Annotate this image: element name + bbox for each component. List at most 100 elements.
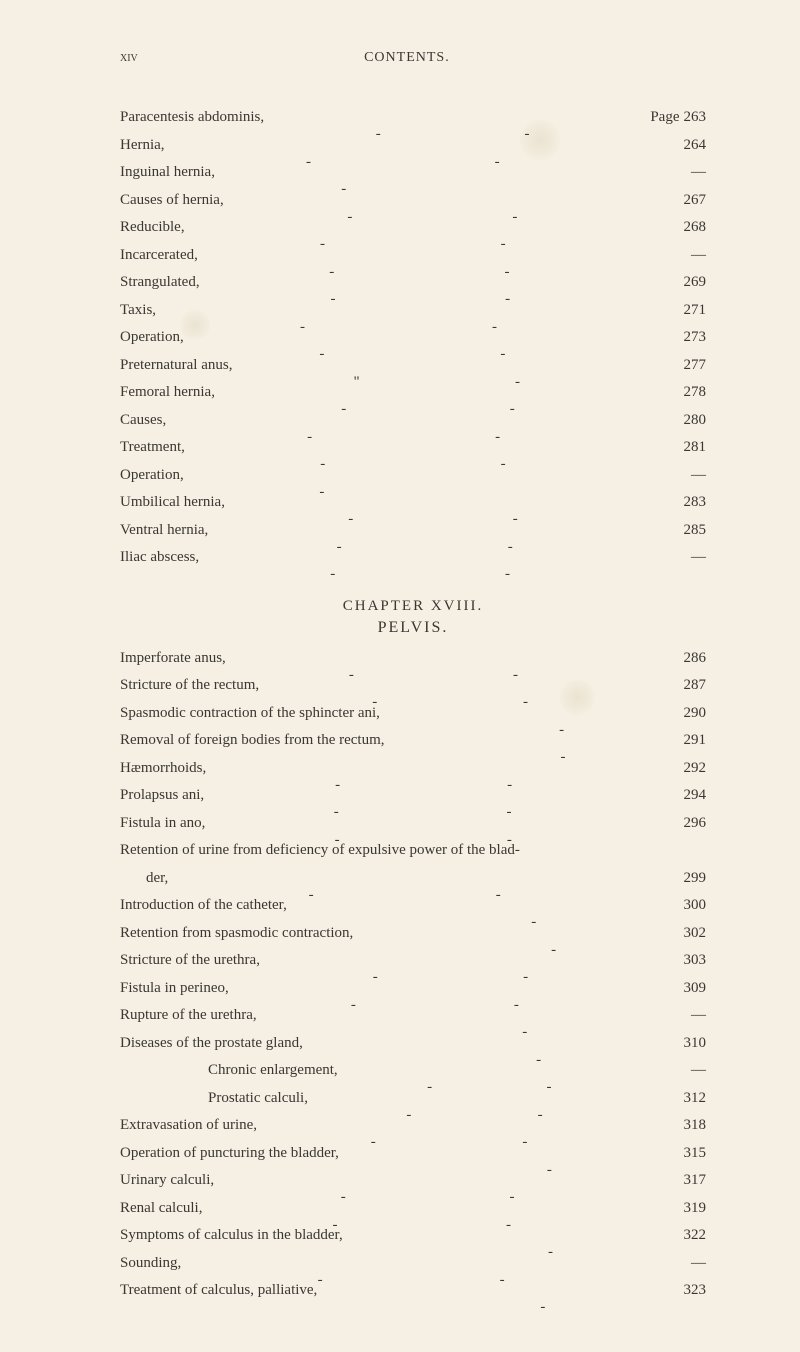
toc-label: Symptoms of calculus in the bladder, bbox=[120, 1222, 343, 1250]
page-prefix: Page bbox=[650, 109, 679, 125]
toc-label: Renal calculi, bbox=[120, 1195, 202, 1223]
dash-icon bbox=[501, 451, 506, 479]
dash-icon bbox=[318, 1267, 323, 1295]
toc-page-number: 312 bbox=[636, 1085, 706, 1113]
dash-icon bbox=[335, 827, 340, 855]
page-value: 285 bbox=[684, 522, 707, 538]
dash-icon bbox=[495, 149, 500, 177]
page-value: 317 bbox=[684, 1172, 707, 1188]
dash-icon bbox=[507, 827, 512, 855]
toc-page-number: 264 bbox=[636, 132, 706, 160]
toc-row: Incarcerated,— bbox=[120, 242, 706, 270]
toc-label: Preternatural anus, bbox=[120, 352, 232, 380]
dash-icon bbox=[501, 231, 506, 259]
dash-icon bbox=[515, 369, 520, 397]
dash-icon bbox=[337, 534, 342, 562]
toc-label: Introduction of the catheter, bbox=[120, 892, 287, 920]
dash-icon bbox=[513, 506, 518, 534]
page-value: 302 bbox=[684, 925, 707, 941]
toc-label: Treatment, bbox=[120, 434, 185, 462]
toc-page-number: Page 263 bbox=[636, 104, 706, 132]
page-value: 318 bbox=[684, 1117, 707, 1133]
toc-page-number: — bbox=[636, 544, 706, 572]
toc-row: Stricture of the urethra,303 bbox=[120, 947, 706, 975]
toc-label: Stricture of the urethra, bbox=[120, 947, 260, 975]
toc-row: Hæmorrhoids,292 bbox=[120, 755, 706, 783]
page-value: 312 bbox=[684, 1090, 707, 1106]
toc-row: Hernia,264 bbox=[120, 132, 706, 160]
toc-label: Spasmodic contraction of the sphincter a… bbox=[120, 700, 380, 728]
toc-label: Femoral hernia, bbox=[120, 379, 215, 407]
dash-icon bbox=[548, 1239, 553, 1267]
dash-icon bbox=[536, 1047, 541, 1075]
toc-label: Extravasation of urine, bbox=[120, 1112, 257, 1140]
dash-icon bbox=[505, 561, 510, 589]
toc-page-number: 287 bbox=[636, 672, 706, 700]
toc-row: Iliac abscess,— bbox=[120, 544, 706, 572]
page-value: — bbox=[691, 1062, 706, 1078]
toc-row: der,299 bbox=[120, 865, 706, 893]
dash-icon bbox=[373, 964, 378, 992]
toc-row: Extravasation of urine, 318 bbox=[120, 1112, 706, 1140]
dash-icon bbox=[347, 204, 352, 232]
dash-icon bbox=[371, 1129, 376, 1157]
toc-label: Operation, bbox=[120, 462, 184, 490]
page-value: 263 bbox=[684, 109, 707, 125]
toc-page-number: — bbox=[636, 1250, 706, 1278]
toc-row: Prolapsus ani, 294 bbox=[120, 782, 706, 810]
page-value: 291 bbox=[684, 732, 707, 748]
toc-page-number: 290 bbox=[636, 700, 706, 728]
dash-icon bbox=[319, 479, 324, 507]
toc-row: Spasmodic contraction of the sphincter a… bbox=[120, 700, 706, 728]
dash-icon bbox=[523, 964, 528, 992]
toc-page-number: 302 bbox=[636, 920, 706, 948]
toc-label: Chronic enlargement, bbox=[120, 1057, 338, 1085]
toc-page-number: 315 bbox=[636, 1140, 706, 1168]
dash-icon bbox=[523, 689, 528, 717]
toc-label: Fistula in ano, bbox=[120, 810, 205, 838]
toc-row: Treatment,281 bbox=[120, 434, 706, 462]
dash-icon bbox=[306, 149, 311, 177]
page-value: 319 bbox=[684, 1200, 707, 1216]
dash-icon bbox=[531, 909, 536, 937]
dash-icon bbox=[538, 1102, 543, 1130]
toc-label: Urinary calculi, bbox=[120, 1167, 214, 1195]
toc-page-number: 267 bbox=[636, 187, 706, 215]
toc-label: Reducible, bbox=[120, 214, 185, 242]
toc-row: Sounding,— bbox=[120, 1250, 706, 1278]
toc-page-number: 323 bbox=[636, 1277, 706, 1305]
toc-label: Prolapsus ani, bbox=[120, 782, 204, 810]
toc-row: Femoral hernia,278 bbox=[120, 379, 706, 407]
dash-icon bbox=[559, 717, 564, 745]
dash-icon bbox=[330, 561, 335, 589]
page-value: 315 bbox=[684, 1145, 707, 1161]
toc-page-number: 271 bbox=[636, 297, 706, 325]
dash-icon bbox=[320, 451, 325, 479]
toc-row: Operation, — bbox=[120, 462, 706, 490]
toc-page-number: 310 bbox=[636, 1030, 706, 1058]
toc-page-number: 269 bbox=[636, 269, 706, 297]
dash-icon bbox=[406, 1102, 411, 1130]
dash-icon bbox=[351, 992, 356, 1020]
dash-icon bbox=[496, 882, 501, 910]
toc-page-number: 285 bbox=[636, 517, 706, 545]
toc-label: Stricture of the rectum, bbox=[120, 672, 259, 700]
dash-icon bbox=[540, 1294, 545, 1322]
toc-page-number: 296 bbox=[636, 810, 706, 838]
toc-row: Causes,280 bbox=[120, 407, 706, 435]
toc-label: Strangulated, bbox=[120, 269, 200, 297]
toc-row: Introduction of the catheter,300 bbox=[120, 892, 706, 920]
toc-page-number: 277 bbox=[636, 352, 706, 380]
page-value: 294 bbox=[684, 787, 707, 803]
dash-icon bbox=[348, 506, 353, 534]
toc-page-number: 283 bbox=[636, 489, 706, 517]
toc-label: der, bbox=[120, 865, 168, 893]
toc-row: Strangulated, 269 bbox=[120, 269, 706, 297]
page-value: 280 bbox=[684, 412, 707, 428]
page-value: — bbox=[691, 467, 706, 483]
toc-section-2: Imperforate anus,286Stricture of the rec… bbox=[120, 645, 706, 1305]
toc-label: Inguinal hernia, bbox=[120, 159, 215, 187]
dash-icon bbox=[547, 1074, 552, 1102]
toc-row: Prostatic calculi,312 bbox=[120, 1085, 706, 1113]
toc-label: Rupture of the urethra, bbox=[120, 1002, 257, 1030]
